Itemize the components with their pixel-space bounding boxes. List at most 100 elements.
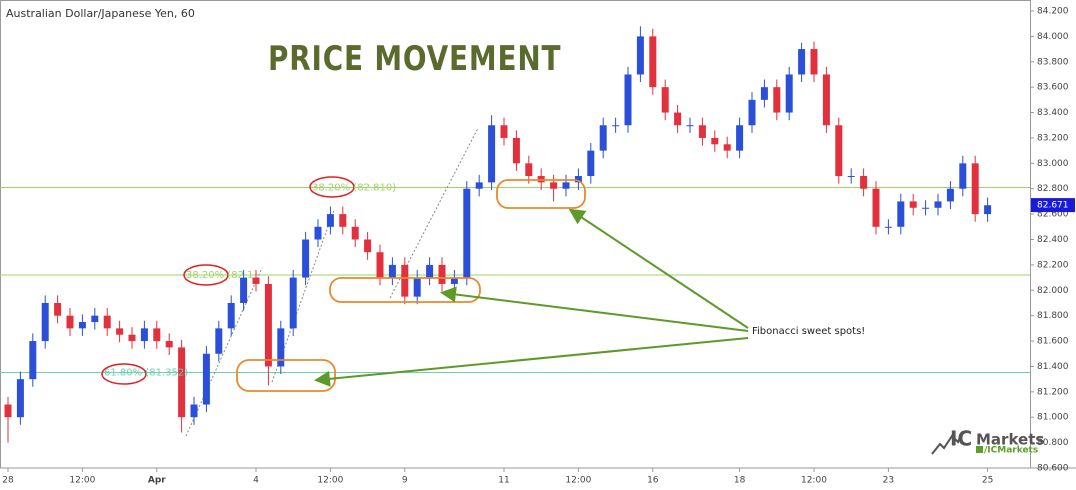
y-tick-label: 81.600 <box>1037 337 1069 347</box>
candle-body <box>475 182 483 189</box>
fib-level-label: 38.20% (82.810) <box>312 182 396 193</box>
candle-body <box>190 404 198 418</box>
candle-body <box>165 341 173 348</box>
sweet-spot-box <box>329 277 481 303</box>
candle-body <box>178 347 186 418</box>
candle-body <box>574 176 582 183</box>
candle-body <box>959 163 967 189</box>
logo-brand: Markets <box>976 431 1044 449</box>
logo-mark <box>931 431 963 455</box>
y-tick-label: 80.600 <box>1037 464 1069 474</box>
candle-body <box>413 277 421 297</box>
candle-body <box>884 226 892 228</box>
overlay: Fibonacci sweet spots! IC Markets /ICMar… <box>101 176 1075 456</box>
x-tick-label: 11 <box>498 476 509 486</box>
candle-body <box>4 404 12 418</box>
x-tick-label: 12:00 <box>69 476 95 486</box>
candle-body <box>215 328 223 354</box>
candle-body <box>128 334 136 342</box>
candle-body <box>612 125 620 127</box>
candle-body <box>562 182 570 189</box>
candle-body <box>103 315 111 329</box>
candle-body <box>674 112 682 126</box>
candle-body <box>872 188 880 227</box>
candle-body <box>860 176 868 189</box>
y-tick-label: 83.600 <box>1037 83 1069 93</box>
logo-icon <box>976 446 983 453</box>
y-tick-label: 82.200 <box>1037 260 1069 270</box>
candle-body <box>500 125 508 138</box>
candle-body <box>512 137 520 164</box>
candle-body <box>364 239 372 253</box>
candle-body <box>426 264 434 278</box>
candle-body <box>698 125 706 138</box>
y-tick-label: 84.000 <box>1037 32 1069 42</box>
highlight-ellipse <box>309 176 355 198</box>
candle-body <box>438 264 446 284</box>
last-price-box <box>1031 198 1075 213</box>
candle-body <box>897 201 905 227</box>
candle-body <box>847 176 855 178</box>
fib-level-label: 61.80% (81.352) <box>104 368 188 379</box>
chart-title: PRICE MOVEMENT <box>268 39 561 78</box>
candle-body <box>252 277 260 284</box>
y-tick-label: 81.000 <box>1037 413 1069 423</box>
annotation-text: Fibonacci sweet spots! <box>752 326 865 337</box>
candle-body <box>661 87 669 113</box>
y-tick-label: 83.000 <box>1037 159 1069 169</box>
candle-body <box>351 226 359 240</box>
candle-body <box>401 264 409 297</box>
fib-draw-line <box>271 209 335 383</box>
candle-body <box>599 125 607 151</box>
fib-level-label: 38.20% (82.1 <box>186 270 253 281</box>
candle-body <box>488 125 496 183</box>
candle-body <box>314 226 322 240</box>
chart-subtitle: Australian Dollar/Japanese Yen, 60 <box>6 7 195 20</box>
candle-body <box>140 328 148 342</box>
candle-body <box>624 74 632 126</box>
candle-body <box>934 201 942 208</box>
candle-body <box>835 125 843 177</box>
candle-body <box>66 315 74 329</box>
candle-body <box>91 315 99 323</box>
candle-body <box>909 201 917 208</box>
candle-body <box>971 163 979 215</box>
y-tick-label: 81.400 <box>1037 362 1069 372</box>
candle-body <box>773 87 781 113</box>
sweet-spot-box <box>236 359 336 392</box>
last-price-label: 82.671 <box>1037 201 1069 211</box>
candle-body <box>41 302 49 342</box>
sweet-spot-box <box>496 179 586 209</box>
y-tick-label: 80.800 <box>1037 438 1069 448</box>
candle-body <box>302 239 310 278</box>
candle-body <box>587 150 595 177</box>
candle-body <box>29 341 37 380</box>
candle-body <box>339 214 347 227</box>
candle-body <box>550 182 558 189</box>
candle-body <box>240 277 248 303</box>
candle-body <box>810 49 818 75</box>
candle-body <box>798 49 806 75</box>
candle-body <box>785 74 793 113</box>
candle-body <box>289 277 297 329</box>
annotation-arrow <box>314 337 749 387</box>
x-tick-label: 23 <box>883 476 894 486</box>
candle-body <box>723 144 731 151</box>
logo-handle: /ICMarkets <box>984 446 1038 456</box>
y-tick-label: 81.800 <box>1037 311 1069 321</box>
candle-body <box>922 207 930 209</box>
candle-body <box>376 252 384 278</box>
candle-body <box>78 322 86 329</box>
y-tick-label: 82.000 <box>1037 286 1069 296</box>
y-tick-label: 84.200 <box>1037 7 1069 17</box>
candle-body <box>153 328 161 342</box>
candle-body <box>946 188 954 202</box>
x-tick-label: 9 <box>402 476 408 486</box>
logo: IC Markets /ICMarkets <box>931 427 1044 456</box>
fib-draw-line <box>185 267 263 437</box>
candle-body <box>54 302 62 316</box>
annotation-arrow <box>440 286 749 332</box>
candle-body <box>450 277 458 284</box>
x-tick-label: 12:00 <box>565 476 591 486</box>
candle-body <box>760 87 768 100</box>
